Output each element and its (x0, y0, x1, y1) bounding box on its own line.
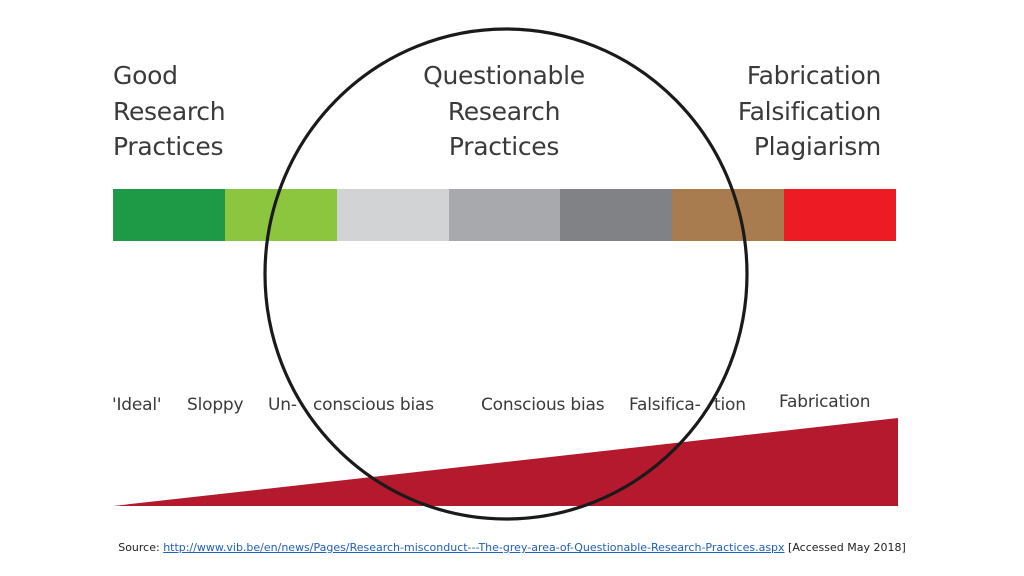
spectrum-segment-6 (672, 189, 785, 241)
source-accessed-note: [Accessed May 2018] (784, 541, 906, 554)
heading-questionable-research-practices: Questionable Research Practices (420, 58, 588, 165)
heading-line: Practices (113, 132, 224, 161)
scale-label-tion: tion (714, 395, 746, 415)
heading-line: Good (113, 61, 178, 90)
heading-fabrication-falsification-plagiarism: Fabrication Falsification Plagiarism (738, 58, 881, 165)
spectrum-segment-2 (224, 189, 337, 241)
scale-label-ideal: 'Ideal' (112, 395, 162, 415)
grey-area-circle (263, 27, 749, 521)
severity-wedge (113, 418, 898, 506)
spectrum-segment-7 (784, 189, 897, 241)
spectrum-segment-4 (448, 189, 561, 241)
spectrum-color-bar (113, 189, 897, 241)
heading-line: Falsification (737, 96, 881, 126)
spectrum-segment-1 (113, 189, 225, 241)
spectrum-segment-3 (336, 189, 449, 241)
scale-label-un: Un- (268, 395, 297, 415)
heading-line: Plagiarism (753, 132, 881, 161)
scale-label-sloppy: Sloppy (187, 395, 244, 415)
scale-label-conscious-bias: Conscious bias (481, 395, 605, 415)
scale-label-fabrication: Fabrication (779, 392, 871, 412)
heading-line: Questionable (423, 61, 585, 90)
source-link[interactable]: http://www.vib.be/en/news/Pages/Research… (163, 541, 785, 554)
source-citation: Source: http://www.vib.be/en/news/Pages/… (0, 541, 1024, 554)
heading-line: Practices (448, 132, 560, 161)
scale-label-falsification-part: Falsifica- (629, 395, 701, 415)
spectrum-segment-5 (560, 189, 673, 241)
heading-line: Research (113, 96, 226, 126)
heading-good-research-practices: Good Research Practices (113, 58, 226, 165)
heading-line: Fabrication (746, 61, 881, 90)
scale-label-conscious-bias-part: conscious bias (313, 395, 434, 415)
heading-line: Research (447, 96, 561, 126)
source-prefix: Source: (118, 541, 164, 554)
